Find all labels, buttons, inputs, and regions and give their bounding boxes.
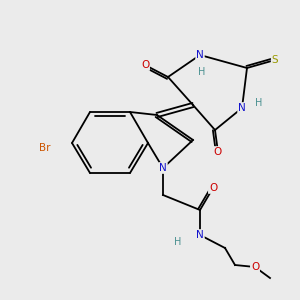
- Text: N: N: [196, 50, 204, 60]
- Text: H: H: [174, 237, 182, 247]
- Text: N: N: [238, 103, 246, 113]
- Text: H: H: [255, 98, 262, 109]
- Text: O: O: [214, 147, 222, 157]
- Text: N: N: [159, 163, 167, 173]
- Text: O: O: [141, 60, 149, 70]
- Text: O: O: [251, 262, 259, 272]
- Text: Br: Br: [39, 143, 51, 153]
- Text: O: O: [209, 183, 217, 193]
- Text: N: N: [196, 230, 204, 240]
- Text: H: H: [197, 67, 205, 76]
- Text: S: S: [272, 55, 278, 65]
